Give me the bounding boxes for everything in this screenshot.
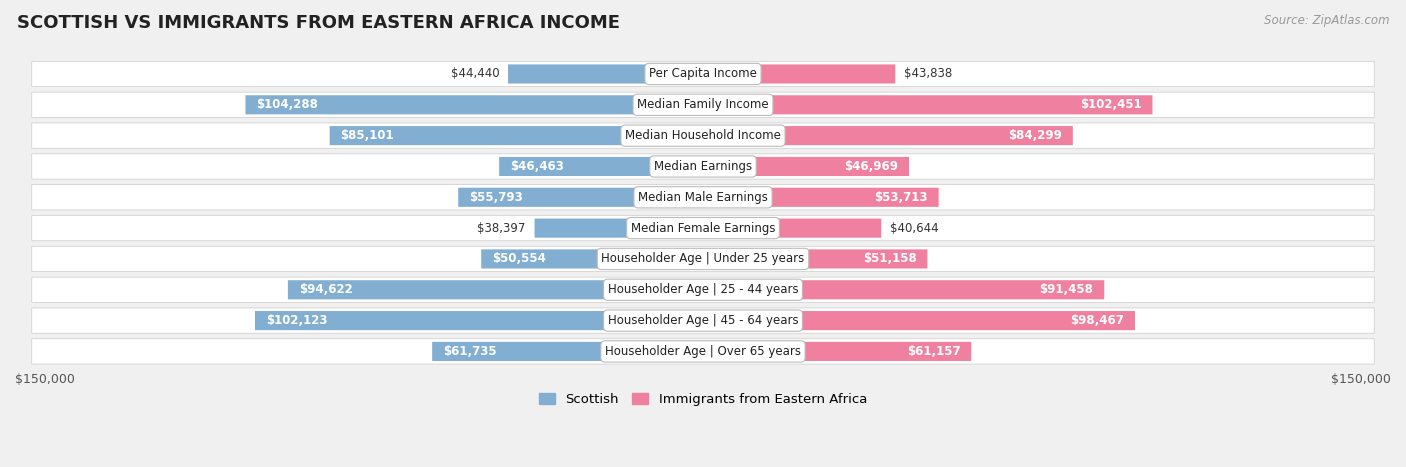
FancyBboxPatch shape — [703, 342, 972, 361]
Text: $98,467: $98,467 — [1070, 314, 1123, 327]
Text: $44,440: $44,440 — [451, 68, 499, 80]
FancyBboxPatch shape — [508, 64, 703, 84]
FancyBboxPatch shape — [329, 126, 703, 145]
Text: $102,123: $102,123 — [266, 314, 328, 327]
FancyBboxPatch shape — [32, 277, 1374, 303]
Text: $91,458: $91,458 — [1039, 283, 1094, 296]
FancyBboxPatch shape — [32, 215, 1374, 241]
FancyBboxPatch shape — [254, 311, 703, 330]
FancyBboxPatch shape — [703, 157, 910, 176]
Text: Median Female Earnings: Median Female Earnings — [631, 222, 775, 234]
Text: $46,969: $46,969 — [844, 160, 898, 173]
FancyBboxPatch shape — [246, 95, 703, 114]
FancyBboxPatch shape — [288, 280, 703, 299]
Text: Median Male Earnings: Median Male Earnings — [638, 191, 768, 204]
Text: $61,157: $61,157 — [907, 345, 960, 358]
Text: Median Earnings: Median Earnings — [654, 160, 752, 173]
Text: Householder Age | Over 65 years: Householder Age | Over 65 years — [605, 345, 801, 358]
Text: $61,735: $61,735 — [443, 345, 496, 358]
Text: $50,554: $50,554 — [492, 253, 546, 265]
Text: Median Family Income: Median Family Income — [637, 99, 769, 111]
Text: $102,451: $102,451 — [1080, 99, 1142, 111]
FancyBboxPatch shape — [703, 249, 928, 269]
FancyBboxPatch shape — [458, 188, 703, 207]
FancyBboxPatch shape — [32, 123, 1374, 149]
FancyBboxPatch shape — [703, 311, 1135, 330]
Text: $53,713: $53,713 — [875, 191, 928, 204]
Text: Median Household Income: Median Household Income — [626, 129, 780, 142]
Text: $104,288: $104,288 — [256, 99, 318, 111]
Text: $38,397: $38,397 — [478, 222, 526, 234]
FancyBboxPatch shape — [481, 249, 703, 269]
Text: Per Capita Income: Per Capita Income — [650, 68, 756, 80]
FancyBboxPatch shape — [499, 157, 703, 176]
FancyBboxPatch shape — [432, 342, 703, 361]
Text: $51,158: $51,158 — [863, 253, 917, 265]
FancyBboxPatch shape — [703, 64, 896, 84]
FancyBboxPatch shape — [32, 339, 1374, 364]
Text: Householder Age | Under 25 years: Householder Age | Under 25 years — [602, 253, 804, 265]
Text: $85,101: $85,101 — [340, 129, 394, 142]
Text: Householder Age | 45 - 64 years: Householder Age | 45 - 64 years — [607, 314, 799, 327]
FancyBboxPatch shape — [32, 92, 1374, 117]
Text: $43,838: $43,838 — [904, 68, 952, 80]
Text: $84,299: $84,299 — [1008, 129, 1062, 142]
Legend: Scottish, Immigrants from Eastern Africa: Scottish, Immigrants from Eastern Africa — [534, 388, 872, 411]
Text: $40,644: $40,644 — [890, 222, 939, 234]
Text: Source: ZipAtlas.com: Source: ZipAtlas.com — [1264, 14, 1389, 27]
FancyBboxPatch shape — [703, 219, 882, 238]
FancyBboxPatch shape — [703, 188, 939, 207]
FancyBboxPatch shape — [32, 308, 1374, 333]
FancyBboxPatch shape — [534, 219, 703, 238]
FancyBboxPatch shape — [32, 154, 1374, 179]
FancyBboxPatch shape — [32, 184, 1374, 210]
FancyBboxPatch shape — [703, 95, 1153, 114]
FancyBboxPatch shape — [32, 61, 1374, 86]
Text: Householder Age | 25 - 44 years: Householder Age | 25 - 44 years — [607, 283, 799, 296]
Text: SCOTTISH VS IMMIGRANTS FROM EASTERN AFRICA INCOME: SCOTTISH VS IMMIGRANTS FROM EASTERN AFRI… — [17, 14, 620, 32]
FancyBboxPatch shape — [703, 126, 1073, 145]
FancyBboxPatch shape — [703, 280, 1104, 299]
Text: $46,463: $46,463 — [510, 160, 564, 173]
Text: $55,793: $55,793 — [470, 191, 523, 204]
Text: $94,622: $94,622 — [299, 283, 353, 296]
FancyBboxPatch shape — [32, 246, 1374, 272]
